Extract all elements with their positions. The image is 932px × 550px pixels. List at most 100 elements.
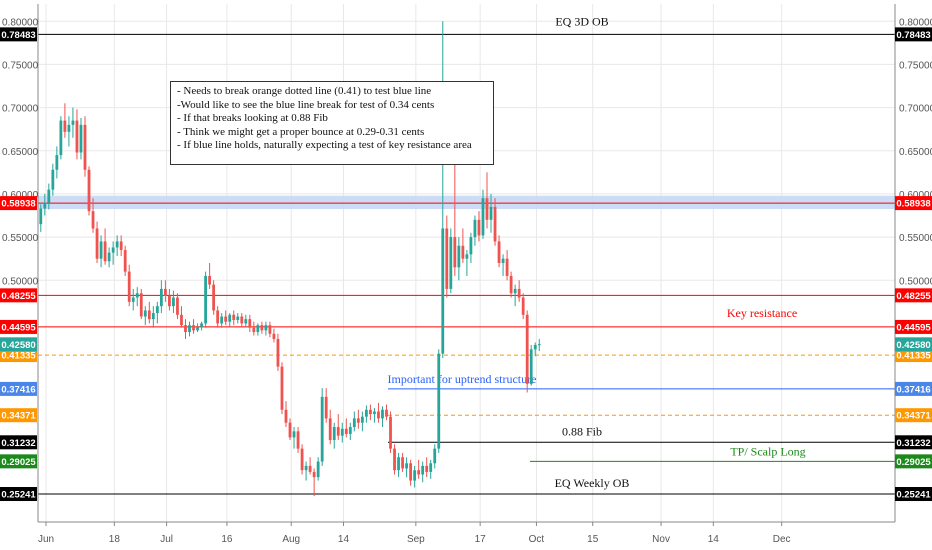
level-annotation: TP/ Scalp Long <box>730 444 805 458</box>
candle-body <box>521 297 525 315</box>
candle-body <box>236 316 240 320</box>
annotation-line: -Would like to see the blue line break f… <box>177 98 435 111</box>
price-label-bg-left <box>0 27 37 42</box>
price-label-left: 0.29025 <box>1 457 36 468</box>
candle-body <box>192 325 195 331</box>
candle-body <box>248 319 252 328</box>
price-label-bg-right <box>895 288 932 303</box>
candle-body <box>477 219 481 236</box>
candle-body <box>300 448 304 471</box>
candle-body <box>284 409 288 423</box>
annotation-line: - If blue line holds, naturally expectin… <box>177 139 472 152</box>
price-label-bg-left <box>0 454 37 469</box>
candle-body <box>509 275 513 294</box>
y-tick-label-left: 0.60000 <box>2 190 39 201</box>
x-tick-label: 14 <box>708 534 720 545</box>
y-tick-label-right: 0.50000 <box>899 276 932 287</box>
candle-body <box>397 457 400 471</box>
candle-body <box>204 275 207 324</box>
y-tick-label-right: 0.65000 <box>899 147 932 158</box>
price-label-left: 0.78483 <box>1 30 35 41</box>
candle-body <box>304 465 308 471</box>
candle-body <box>272 333 276 339</box>
candle-body <box>405 463 408 469</box>
price-label-right: 0.31232 <box>896 438 930 449</box>
candle-body <box>103 241 107 262</box>
candle-body <box>51 169 55 190</box>
y-tick-label-right: 0.70000 <box>899 104 932 115</box>
price-label-bg-left <box>0 435 37 450</box>
candle-body <box>352 418 356 428</box>
candle-body <box>159 288 163 307</box>
price-label-bg-left <box>0 381 37 396</box>
annotation-line: - Needs to break orange dotted line (0.4… <box>177 85 432 97</box>
candle-body <box>429 463 433 472</box>
candle-body <box>43 202 47 209</box>
candle-body <box>87 169 91 212</box>
price-label-right: 0.41335 <box>896 351 931 362</box>
price-label-bg-left <box>0 288 37 303</box>
candle-body <box>369 409 372 415</box>
price-label-right: 0.34371 <box>896 411 931 422</box>
candle-body <box>115 241 119 248</box>
x-tick-label: Dec <box>773 534 791 545</box>
level-annotation: EQ Weekly OB <box>555 476 630 490</box>
y-tick-label-right: 0.60000 <box>899 190 932 201</box>
level-annotation: Key resistance <box>727 306 797 320</box>
candle-body <box>332 427 336 440</box>
candle-body <box>533 345 537 350</box>
candle-body <box>244 319 248 324</box>
candle-body <box>413 470 417 481</box>
candle-body <box>292 431 296 438</box>
candle-body <box>308 465 312 472</box>
candle-body <box>123 250 127 272</box>
candle-body <box>107 252 111 262</box>
candle-body <box>216 310 220 324</box>
candle-body <box>425 465 429 472</box>
candle-body <box>433 448 437 464</box>
y-tick-label-left: 0.75000 <box>2 60 39 71</box>
candle-body <box>155 306 159 314</box>
price-label-left: 0.37416 <box>1 384 35 395</box>
price-label-right: 0.37416 <box>896 384 930 395</box>
candle-body <box>328 418 332 440</box>
price-label-bg-right <box>895 319 932 334</box>
y-tick-label-right: 0.55000 <box>899 233 932 244</box>
candle-body <box>228 314 232 322</box>
x-tick-label: 14 <box>338 534 350 545</box>
candle-body <box>252 327 256 333</box>
candle-body <box>421 465 425 475</box>
candle-body <box>316 461 320 478</box>
price-label-right: 0.44595 <box>896 322 931 333</box>
candle-body <box>256 325 260 333</box>
candle-body <box>63 120 67 132</box>
candle-body <box>377 411 380 419</box>
candle-body <box>83 124 87 170</box>
candle-body <box>385 409 388 417</box>
candle-body <box>95 228 99 259</box>
candle-body <box>505 258 509 276</box>
candle-body <box>296 431 300 449</box>
candle-body <box>172 297 175 307</box>
candle-body <box>461 245 465 259</box>
candle-body <box>119 241 123 251</box>
candle-body <box>360 416 364 423</box>
candle-body <box>111 247 115 253</box>
price-label-bg-right <box>895 408 932 423</box>
price-label-bg-left <box>0 408 37 423</box>
candle-body <box>445 228 449 289</box>
candle-body <box>131 297 135 302</box>
y-tick-label-left: 0.55000 <box>2 233 39 244</box>
candle-body <box>91 211 95 229</box>
price-label-bg-right <box>895 454 932 469</box>
candle-body <box>356 418 360 423</box>
price-label-bg-left <box>0 348 37 363</box>
candle-body <box>324 396 328 419</box>
x-tick-label: Oct <box>529 534 545 545</box>
candle-body <box>453 237 457 268</box>
x-tick-label: 17 <box>475 534 487 545</box>
price-label-right: 0.78483 <box>896 30 930 41</box>
level-annotation: 0.88 Fib <box>562 424 602 438</box>
x-tick-label: Jul <box>160 534 173 545</box>
